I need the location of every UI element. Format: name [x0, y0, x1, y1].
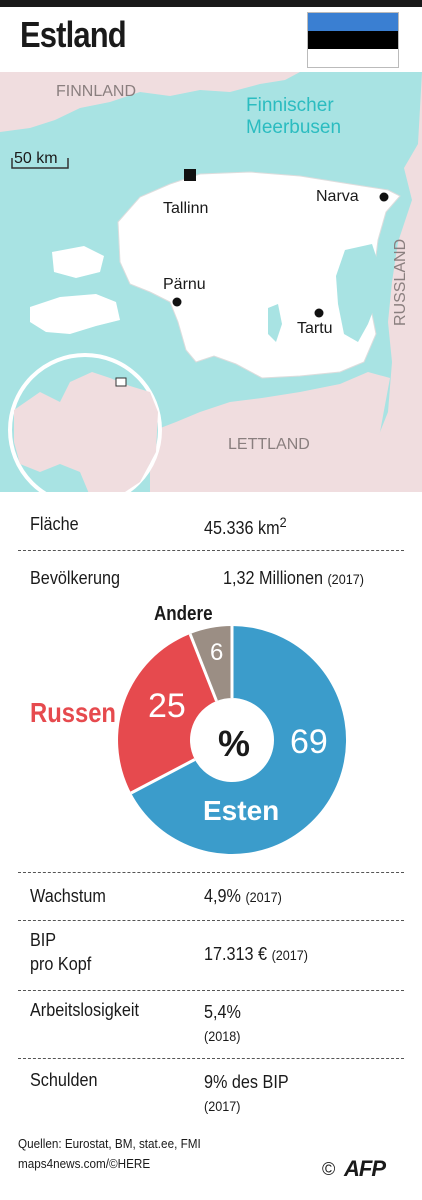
debt-value: 9% des BIP (2017)	[204, 1070, 289, 1118]
label-gulf-line1: Finnischer	[246, 95, 334, 116]
estonia-flag	[307, 12, 399, 68]
label-scale: 50 km	[14, 150, 58, 167]
debt-year: (2017)	[204, 1098, 241, 1114]
growth-number: 4,9%	[204, 886, 241, 906]
gdp-year: (2017)	[271, 947, 309, 963]
flag-stripe-black	[308, 31, 398, 49]
donut-center-label: %	[218, 723, 251, 764]
label-parnu: Pärnu	[163, 276, 206, 293]
label-latvia: LETTLAND	[228, 436, 310, 453]
copyright-symbol: ©	[322, 1159, 336, 1179]
population-value: 1,32 Millionen (2017)	[223, 568, 364, 589]
value-esten: 69	[290, 723, 328, 761]
divider	[18, 872, 404, 873]
label-russen: Russen	[30, 697, 116, 728]
russia-land	[360, 72, 422, 492]
debt-label: Schulden	[30, 1070, 98, 1090]
europe-inset-land	[14, 372, 158, 502]
area-label: Fläche	[30, 514, 79, 534]
gdp-label-line1: BIP	[30, 930, 57, 950]
finland-land	[0, 72, 300, 132]
segment-andere	[190, 626, 232, 701]
area-number: 45.336 km	[204, 518, 280, 538]
segment-gap-3	[188, 633, 218, 702]
label-gulf: Finnischer Meerbusen	[246, 95, 341, 139]
gdp-number: 17.313 €	[204, 944, 268, 964]
narva-marker	[379, 192, 389, 202]
estonia-land	[117, 171, 401, 379]
population-label: Bevölkerung	[30, 568, 121, 588]
unemployment-year: (2018)	[204, 1028, 241, 1044]
hiiumaa-island	[52, 246, 104, 278]
divider	[18, 920, 404, 921]
growth-year: (2017)	[245, 889, 282, 905]
page-title: Estland	[20, 14, 127, 55]
flag-stripe-blue	[308, 13, 398, 31]
sources-text: Quellen: Eurostat, BM, stat.ee, FMI	[18, 1136, 201, 1151]
afp-logo: AFP	[344, 1156, 386, 1181]
label-tallinn: Tallinn	[163, 200, 209, 217]
top-bar	[0, 0, 422, 7]
donut-svg	[118, 626, 347, 854]
capital-marker	[184, 169, 196, 181]
label-narva: Narva	[316, 188, 359, 205]
label-tartu: Tartu	[297, 320, 333, 337]
divider	[18, 990, 404, 991]
value-andere: 6	[210, 639, 224, 666]
segment-russen	[118, 634, 217, 793]
gdp-label-line2: pro Kopf	[30, 954, 92, 974]
gdp-value: 17.313 € (2017)	[204, 944, 308, 965]
label-russia: RUSSLAND	[392, 238, 409, 326]
latvia-land	[150, 372, 390, 492]
area-value: 45.336 km2	[204, 514, 287, 539]
unemployment-number: 5,4%	[204, 1002, 241, 1022]
map: FINNLAND Finnischer Meerbusen 50 km Tall…	[0, 72, 422, 507]
growth-value: 4,9% (2017)	[204, 886, 282, 907]
inset-highlight	[115, 377, 127, 387]
tartu-marker	[314, 308, 324, 318]
label-gulf-line2: Meerbusen	[246, 117, 342, 138]
scale-bar	[11, 158, 69, 169]
segment-esten	[131, 626, 347, 854]
lake-peipus	[336, 244, 380, 342]
population-number: 1,32 Millionen	[223, 568, 323, 588]
divider	[18, 550, 404, 551]
credit-text: maps4news.com/©HERE	[18, 1156, 151, 1171]
gdp-label: BIP pro Kopf	[30, 928, 91, 976]
growth-label: Wachstum	[30, 886, 106, 906]
label-finland: FINNLAND	[56, 83, 137, 100]
map-svg	[0, 72, 422, 507]
lake-vortsjarv	[268, 304, 282, 342]
population-year: (2017)	[327, 571, 364, 587]
label-esten: Esten	[203, 795, 280, 826]
debt-number: 9% des BIP	[204, 1072, 289, 1092]
parnu-marker	[172, 297, 182, 307]
unemployment-label: Arbeitslosigkeit	[30, 1000, 139, 1020]
segment-gap-2	[130, 758, 196, 795]
label-andere: Andere	[154, 603, 213, 625]
area-unit-sup: 2	[279, 514, 287, 530]
unemployment-value: 5,4% (2018)	[204, 1000, 241, 1048]
value-russen: 25	[148, 687, 186, 725]
population-donut: % 69 25 6 Esten Russen Andere	[0, 603, 422, 875]
saaremaa-island	[30, 294, 120, 334]
flag-stripe-white	[308, 49, 398, 67]
divider	[18, 1058, 404, 1059]
